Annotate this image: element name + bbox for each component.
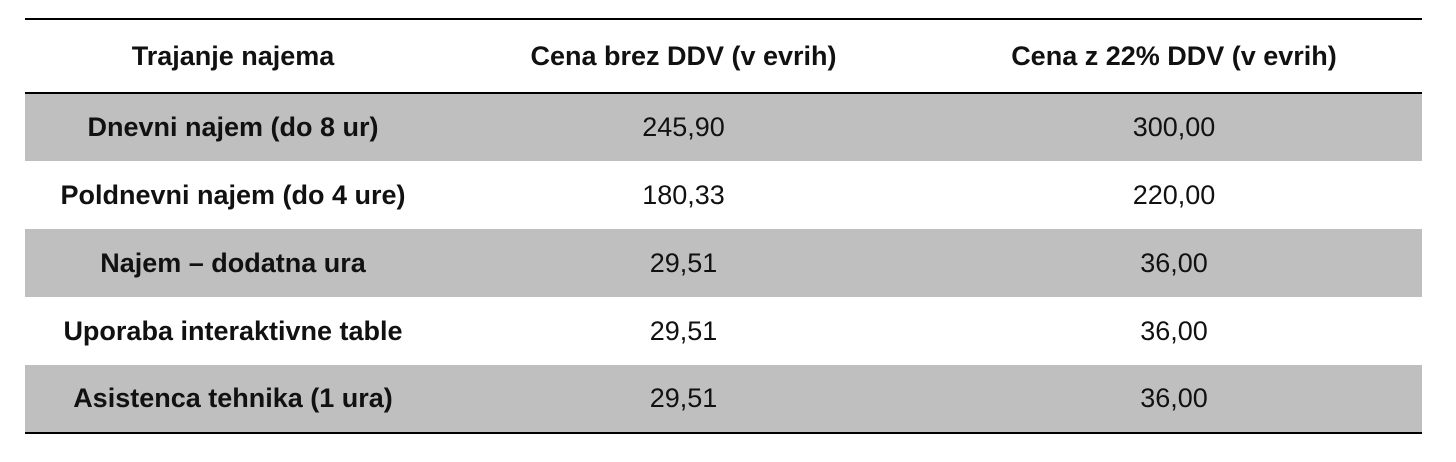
header-price-gross: Cena z 22% DDV (v evrih) <box>926 18 1422 94</box>
price-table: Trajanje najema Cena brez DDV (v evrih) … <box>25 18 1422 434</box>
table-header: Trajanje najema Cena brez DDV (v evrih) … <box>25 18 1422 94</box>
table-body: Dnevni najem (do 8 ur) 245,90 300,00 Pol… <box>25 93 1422 434</box>
table-row: Dnevni najem (do 8 ur) 245,90 300,00 <box>25 93 1422 161</box>
row-price-gross: 36,00 <box>926 365 1422 434</box>
table-row: Najem – dodatna ura 29,51 36,00 <box>25 229 1422 297</box>
row-price-net: 180,33 <box>441 161 926 229</box>
header-duration: Trajanje najema <box>25 18 441 94</box>
header-row: Trajanje najema Cena brez DDV (v evrih) … <box>25 18 1422 94</box>
row-price-gross: 220,00 <box>926 161 1422 229</box>
row-label: Dnevni najem (do 8 ur) <box>25 93 441 161</box>
row-price-gross: 36,00 <box>926 229 1422 297</box>
row-price-gross: 300,00 <box>926 93 1422 161</box>
row-price-net: 29,51 <box>441 365 926 434</box>
table-row: Asistenca tehnika (1 ura) 29,51 36,00 <box>25 365 1422 434</box>
row-price-gross: 36,00 <box>926 297 1422 365</box>
row-label: Asistenca tehnika (1 ura) <box>25 365 441 434</box>
table-row: Uporaba interaktivne table 29,51 36,00 <box>25 297 1422 365</box>
row-label: Poldnevni najem (do 4 ure) <box>25 161 441 229</box>
row-label: Najem – dodatna ura <box>25 229 441 297</box>
row-price-net: 29,51 <box>441 229 926 297</box>
row-label: Uporaba interaktivne table <box>25 297 441 365</box>
header-price-net: Cena brez DDV (v evrih) <box>441 18 926 94</box>
row-price-net: 29,51 <box>441 297 926 365</box>
row-price-net: 245,90 <box>441 93 926 161</box>
table-row: Poldnevni najem (do 4 ure) 180,33 220,00 <box>25 161 1422 229</box>
